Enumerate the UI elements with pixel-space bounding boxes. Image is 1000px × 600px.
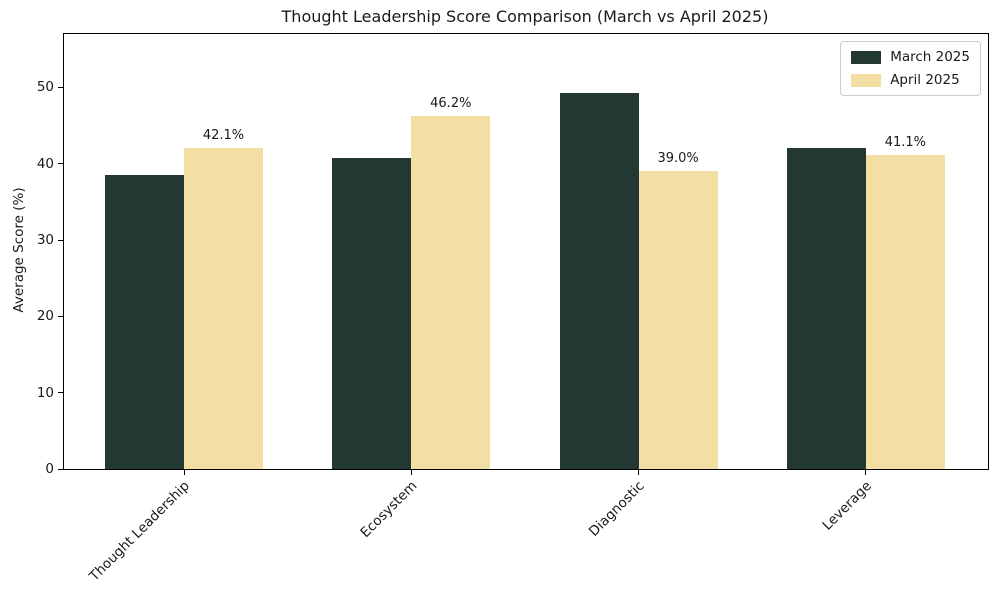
x-tick-label: Ecosystem — [357, 478, 421, 541]
y-tick-label: 50 — [36, 79, 54, 96]
bar-value-label: 42.1% — [202, 127, 245, 143]
legend-label-march: March 2025 — [890, 49, 970, 65]
chart-title: Thought Leadership Score Comparison (Mar… — [281, 7, 769, 26]
y-tick-label: 20 — [36, 308, 54, 325]
bar-march-2025 — [559, 92, 639, 469]
y-tick-mark — [58, 163, 63, 165]
legend-label-april: April 2025 — [890, 72, 960, 88]
bar-april-2025 — [638, 171, 718, 469]
legend: March 2025 April 2025 — [840, 41, 981, 96]
legend-swatch-april-icon — [851, 73, 882, 87]
x-tick-mark — [183, 470, 185, 475]
x-tick-mark — [410, 470, 412, 475]
y-tick-label: 30 — [36, 232, 54, 249]
bar-march-2025 — [332, 158, 412, 469]
legend-entry-march: March 2025 — [851, 49, 970, 65]
bar-april-2025 — [865, 155, 945, 469]
y-tick-mark — [58, 392, 63, 394]
legend-entry-april: April 2025 — [851, 72, 970, 88]
bar-value-label: 41.1% — [884, 135, 927, 151]
x-tick-label: Leverage — [819, 478, 876, 534]
x-tick-label: Diagnostic — [586, 478, 648, 540]
bar-march-2025 — [786, 148, 866, 469]
y-tick-label: 0 — [45, 461, 54, 477]
y-tick-mark — [58, 315, 63, 317]
y-tick-mark — [58, 239, 63, 241]
bar-value-label: 46.2% — [430, 96, 472, 112]
y-tick-label: 40 — [36, 155, 54, 172]
y-tick-mark — [58, 86, 63, 88]
y-axis-label: Average Score (%) — [11, 187, 27, 313]
bar-march-2025 — [105, 175, 184, 469]
bar-value-label: 39.0% — [657, 151, 699, 167]
legend-swatch-march-icon — [851, 50, 882, 64]
bar-april-2025 — [411, 116, 491, 469]
y-tick-mark — [58, 468, 63, 470]
y-tick-label: 10 — [36, 384, 54, 401]
x-tick-mark — [865, 470, 867, 475]
x-tick-label: Thought Leadership — [86, 478, 194, 585]
plot-area: March 2025 April 2025 0 10 20 30 40 50 Thought… — [37, 33, 989, 584]
bar-april-2025 — [184, 147, 263, 469]
x-tick-mark — [638, 470, 640, 475]
